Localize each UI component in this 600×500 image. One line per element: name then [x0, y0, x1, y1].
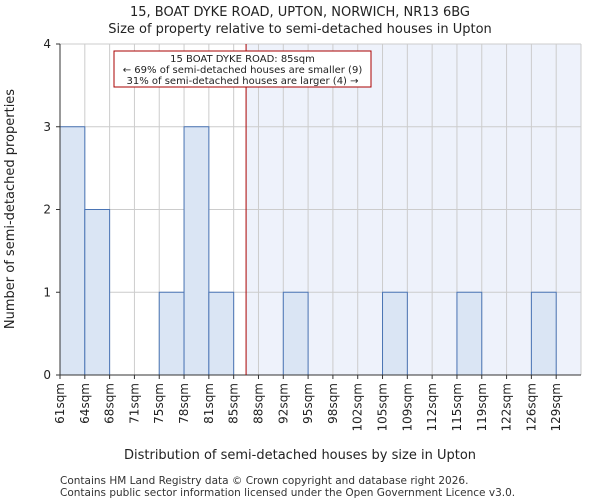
bar-105sqm: [382, 291, 408, 376]
y-tick-label-3: 3: [43, 120, 51, 134]
plot-area: 0 1 2 3 4 61sqm 64sqm 68sqm 71sqm 75sqm 78sqm 81sqm…: [43, 37, 582, 431]
y-axis-label: Number of semi-detached properties: [3, 89, 18, 329]
x-tick-label-98sqm: 98sqm: [326, 383, 340, 424]
x-tick-label-61sqm: 61sqm: [53, 383, 67, 424]
bar-115sqm: [456, 291, 483, 376]
x-tick-label-102sqm: 102sqm: [351, 383, 365, 431]
annotation-line-1: 15 BOAT DYKE ROAD: 85sqm: [170, 54, 315, 65]
x-axis-label: Distribution of semi-detached houses by …: [124, 448, 476, 463]
annotation-line-2: ← 69% of semi-detached houses are smalle…: [123, 65, 363, 76]
footer-line-2: Contains public sector information licen…: [60, 487, 515, 499]
x-tick-label-81sqm: 81sqm: [202, 383, 216, 424]
bar-75sqm: [158, 291, 185, 376]
x-tick-label-115sqm: 115sqm: [450, 383, 464, 431]
x-tick-label-92sqm: 92sqm: [276, 383, 290, 424]
x-tick-label-105sqm: 105sqm: [376, 383, 390, 431]
x-tick-label-68sqm: 68sqm: [103, 383, 117, 424]
annotation-box: [113, 50, 372, 88]
x-tick-label-126sqm: 126sqm: [524, 383, 538, 431]
x-tick-label-85sqm: 85sqm: [227, 383, 241, 424]
bar-126sqm: [530, 291, 557, 376]
bar-64sqm: [84, 209, 111, 376]
x-tick-label-95sqm: 95sqm: [301, 383, 315, 424]
x-tick-label-64sqm: 64sqm: [78, 383, 92, 424]
x-tick-label-71sqm: 71sqm: [127, 383, 141, 424]
x-tick-label-112sqm: 112sqm: [425, 383, 439, 431]
footer-line-1: Contains HM Land Registry data © Crown c…: [60, 475, 468, 487]
x-tick-label-119sqm: 119sqm: [475, 383, 489, 431]
x-tick-label-75sqm: 75sqm: [152, 383, 166, 424]
x-tick-label-109sqm: 109sqm: [400, 383, 414, 431]
bar-92sqm: [282, 291, 309, 376]
chart-title: 15, BOAT DYKE ROAD, UPTON, NORWICH, NR13…: [130, 5, 470, 20]
x-tick-label-88sqm: 88sqm: [251, 383, 265, 424]
y-tick-label-1: 1: [43, 285, 51, 299]
x-tick-label-129sqm: 129sqm: [549, 383, 563, 431]
x-tick-label-78sqm: 78sqm: [177, 383, 191, 424]
x-tick-label-122sqm: 122sqm: [500, 383, 514, 431]
y-tick-label-0: 0: [43, 368, 51, 382]
y-tick-label-4: 4: [43, 37, 51, 51]
bar-61sqm: [59, 126, 86, 376]
chart-subtitle: Size of property relative to semi-detach…: [108, 22, 492, 37]
bar-81sqm: [208, 291, 235, 376]
bar-78sqm: [183, 126, 210, 376]
y-tick-label-2: 2: [43, 203, 51, 217]
annotation-line-3: 31% of semi-detached houses are larger (…: [126, 76, 358, 87]
